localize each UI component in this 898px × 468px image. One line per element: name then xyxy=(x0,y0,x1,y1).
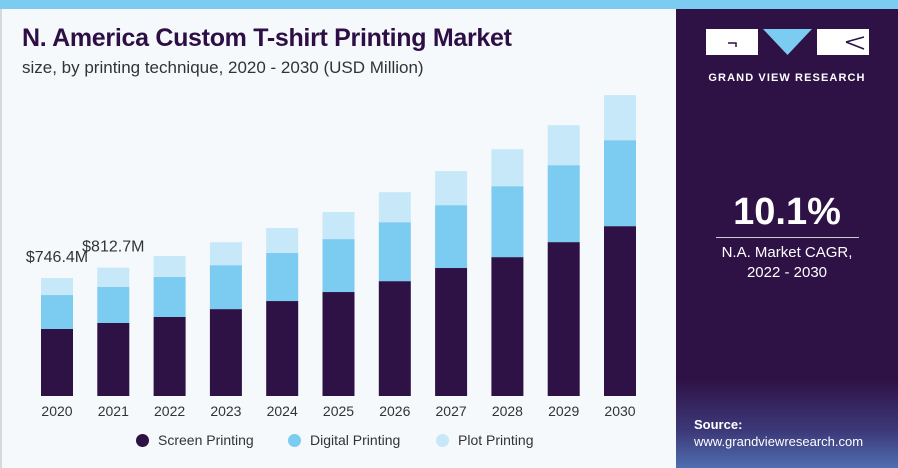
legend-item-plot: Plot Printing xyxy=(436,432,533,448)
bar-plot-printing-2020 xyxy=(41,278,73,296)
x-tick-label: 2030 xyxy=(604,403,635,419)
grid-background xyxy=(676,378,898,468)
bar-digital-printing-2020 xyxy=(41,295,73,330)
bar-plot-printing-2030 xyxy=(604,95,636,141)
legend-swatch xyxy=(288,433,301,447)
data-label-2020: $746.4M xyxy=(26,249,88,266)
x-tick-label: 2021 xyxy=(98,403,129,419)
bar-screen-printing-2028 xyxy=(491,257,524,396)
bar-chart: 2020 2021 2022 2023 2024 2025 2026 2027 2028 2029… xyxy=(26,95,636,419)
bar-screen-printing-2021 xyxy=(97,323,130,396)
data-label-2021: $812.7M xyxy=(82,239,144,256)
x-tick-label: 2020 xyxy=(41,403,72,419)
legend-label: Digital Printing xyxy=(310,432,401,448)
bar-plot-printing-2021 xyxy=(97,267,130,287)
bar-plot-printing-2027 xyxy=(435,171,468,206)
bar-digital-printing-2030 xyxy=(604,140,636,227)
bar-plot-printing-2028 xyxy=(491,149,524,187)
bar-plot-printing-2024 xyxy=(266,228,299,254)
divider xyxy=(716,237,859,238)
bar-plot-printing-2025 xyxy=(322,212,355,240)
bar-digital-printing-2029 xyxy=(547,165,580,243)
legend-swatch xyxy=(436,433,449,447)
bar-digital-printing-2022 xyxy=(153,277,186,317)
chart-subtitle: size, by printing technique, 2020 - 2030… xyxy=(22,58,424,77)
bar-screen-printing-2026 xyxy=(378,281,411,396)
top-accent-bar xyxy=(0,0,898,9)
info-sidebar: GRAND VIEW RESEARCH 10.1% N.A. Market CA… xyxy=(676,9,898,468)
bar-screen-printing-2023 xyxy=(209,309,242,396)
bar-plot-printing-2029 xyxy=(547,125,580,166)
x-tick-label: 2027 xyxy=(436,403,467,419)
bar-screen-printing-2030 xyxy=(604,226,636,396)
legend-swatch xyxy=(136,433,149,447)
bar-digital-printing-2024 xyxy=(266,253,299,302)
bar-plot-printing-2022 xyxy=(153,256,186,278)
bar-screen-printing-2029 xyxy=(547,242,580,396)
chart-title: N. America Custom T-shirt Printing Marke… xyxy=(22,24,512,52)
x-tick-label: 2029 xyxy=(548,403,579,419)
brand-name: GRAND VIEW RESEARCH xyxy=(708,72,866,84)
legend-label: Screen Printing xyxy=(158,432,254,448)
bar-plot-printing-2026 xyxy=(378,192,411,223)
bar-digital-printing-2027 xyxy=(435,205,468,269)
x-tick-label: 2026 xyxy=(379,403,410,419)
source-label: Source: xyxy=(694,417,743,432)
cagr-label-line-2: 2022 - 2030 xyxy=(746,264,828,281)
bar-digital-printing-2025 xyxy=(322,239,355,293)
cagr-label-line-1: N.A. Market CAGR, xyxy=(721,244,853,261)
source-url[interactable]: www.grandviewresearch.com xyxy=(694,434,864,449)
bar-screen-printing-2025 xyxy=(322,292,355,396)
x-tick-label: 2028 xyxy=(492,403,523,419)
bar-screen-printing-2027 xyxy=(435,268,468,396)
legend-item-screen: Screen Printing xyxy=(136,432,254,448)
bar-digital-printing-2021 xyxy=(97,286,130,324)
x-tick-label: 2024 xyxy=(267,403,298,419)
bar-plot-printing-2023 xyxy=(209,242,242,266)
bar-digital-printing-2028 xyxy=(491,186,524,258)
cagr-value: 10.1% xyxy=(733,191,841,233)
bar-screen-printing-2020 xyxy=(41,329,73,396)
bar-screen-printing-2024 xyxy=(266,301,299,396)
grand-view-research-logo xyxy=(706,29,869,55)
legend-label: Plot Printing xyxy=(458,432,534,448)
legend-item-digital: Digital Printing xyxy=(288,432,400,448)
x-tick-label: 2022 xyxy=(154,403,185,419)
bar-screen-printing-2022 xyxy=(153,317,186,396)
cagr-label: N.A. Market CAGR, 2022 - 2030 xyxy=(676,243,898,283)
bar-digital-printing-2023 xyxy=(209,265,242,310)
x-tick-label: 2023 xyxy=(210,403,241,419)
x-tick-label: 2025 xyxy=(323,403,354,419)
bar-digital-printing-2026 xyxy=(378,222,411,282)
